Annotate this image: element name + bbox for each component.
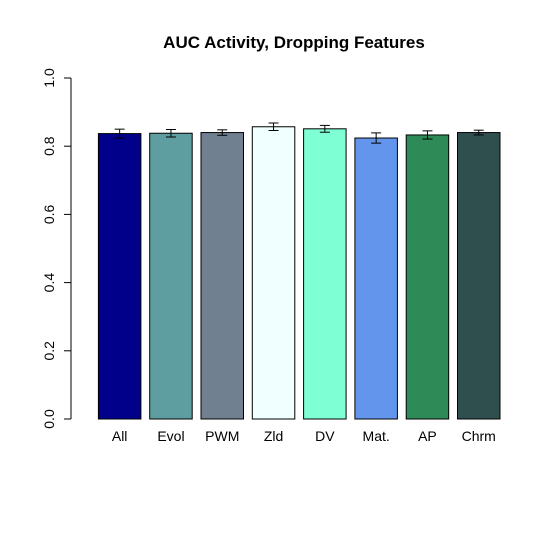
bar-all <box>98 134 140 419</box>
y-axis: 0.0 0.2 0.4 0.6 0.8 1.0 <box>41 68 71 429</box>
bar-mat <box>355 138 398 419</box>
x-tick-label: PWM <box>205 428 239 444</box>
x-tick-label: Chrm <box>462 428 496 444</box>
x-tick-label: Mat. <box>363 428 390 444</box>
y-tick-label: 0.6 <box>41 204 57 224</box>
x-tick-label: Evol <box>157 428 184 444</box>
y-tick-label: 1.0 <box>41 68 57 88</box>
y-tick-label: 0.4 <box>41 273 57 293</box>
bar-chrm <box>458 133 501 419</box>
bar-dv <box>304 129 347 419</box>
y-tick-label: 0.2 <box>41 341 57 361</box>
x-tick-label: DV <box>315 428 335 444</box>
x-tick-labels: All Evol PWM Zld DV Mat. AP Chrm <box>112 428 496 444</box>
bar-ap <box>406 135 449 419</box>
y-tick-label: 0.8 <box>41 136 57 156</box>
bar-evol <box>150 133 193 419</box>
bars-group <box>98 123 500 419</box>
x-tick-label: Zld <box>264 428 283 444</box>
x-tick-label: AP <box>418 428 437 444</box>
chart-title: AUC Activity, Dropping Features <box>163 33 425 52</box>
x-tick-label: All <box>112 428 128 444</box>
bar-zld <box>252 127 294 419</box>
y-tick-label: 0.0 <box>41 409 57 429</box>
bar-pwm <box>201 133 244 419</box>
